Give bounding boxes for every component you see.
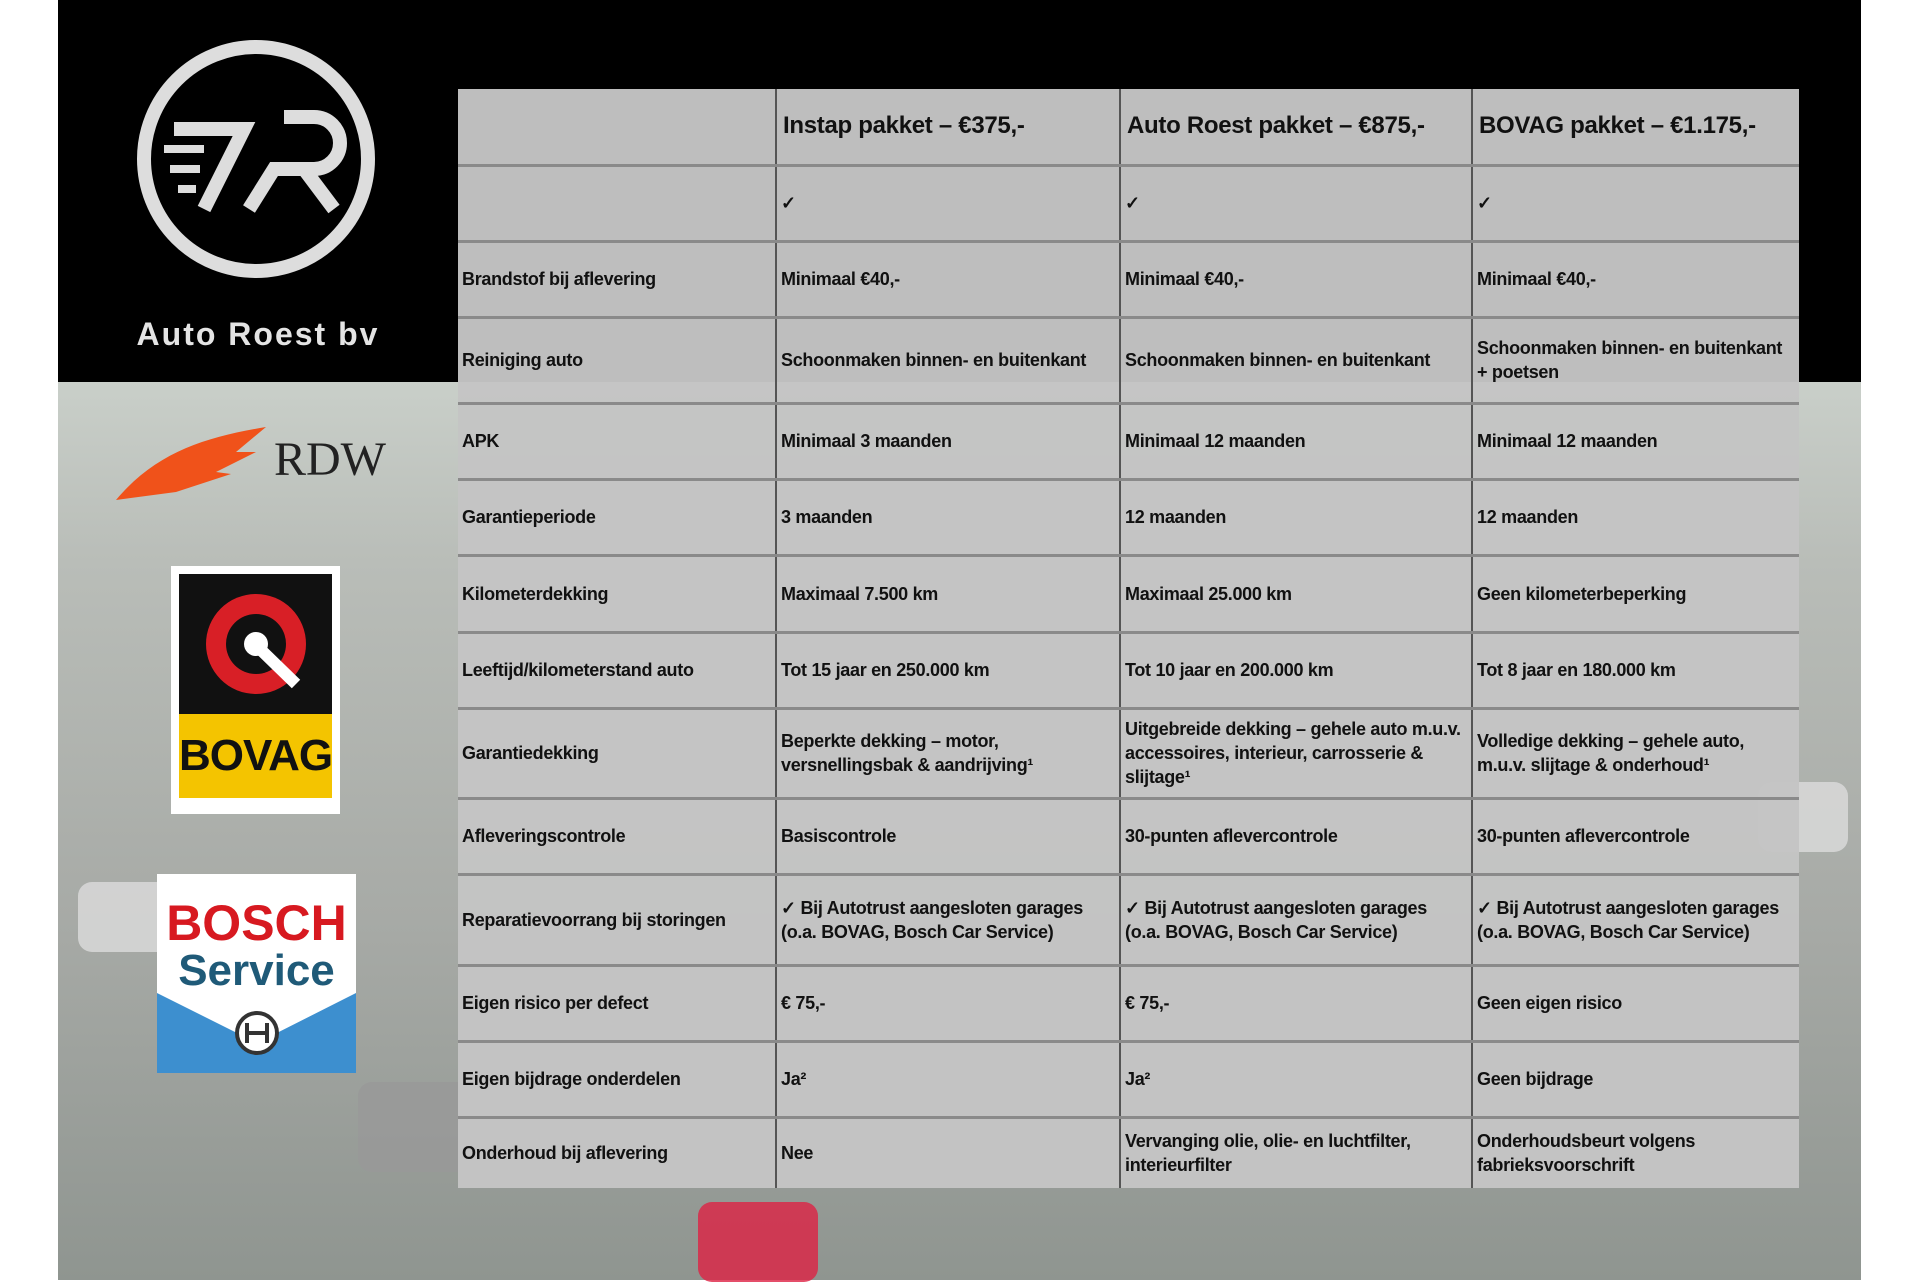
table-row: Brandstof bij aflevering Minimaal €40,- Mi… bbox=[458, 241, 1799, 319]
row-label: Afleveringscontrole bbox=[458, 798, 776, 876]
table-cell: Auto Roest pakket – €875,- bbox=[1119, 89, 1472, 167]
table-cell: Maximaal 25.000 km bbox=[1119, 555, 1472, 634]
table-cell: ✓ Bij Autotrust aangesloten garages (o.a… bbox=[775, 874, 1120, 967]
row-label bbox=[458, 89, 776, 167]
table-row: Afleveringscontrole Basiscontrole 30-punte… bbox=[458, 798, 1799, 876]
table-cell: Schoonmaken binnen- en buitenkant bbox=[775, 317, 1120, 405]
table-row: ✓ ✓ ✓ bbox=[458, 165, 1799, 243]
table-cell: Geen bijdrage bbox=[1471, 1041, 1799, 1119]
table-row: Reiniging auto Schoonmaken binnen- en bui… bbox=[458, 317, 1799, 405]
table-cell: 30-punten aflevercontrole bbox=[1119, 798, 1472, 876]
table-cell: Tot 10 jaar en 200.000 km bbox=[1119, 632, 1472, 710]
table-cell: € 75,- bbox=[1119, 965, 1472, 1043]
bosch-emblem-icon bbox=[157, 993, 356, 1073]
table-cell: 12 maanden bbox=[1119, 479, 1472, 557]
table-cell: Instap pakket – €375,- bbox=[775, 89, 1120, 167]
row-label: APK bbox=[458, 403, 776, 481]
row-label: Reparatievoorrang bij storingen bbox=[458, 874, 776, 967]
row-label: Eigen bijdrage onderdelen bbox=[458, 1041, 776, 1119]
table-cell: Tot 8 jaar en 180.000 km bbox=[1471, 632, 1799, 710]
brand-name: Auto Roest bv bbox=[136, 316, 380, 352]
table-cell: Minimaal 12 maanden bbox=[1119, 403, 1472, 481]
table-cell: 30-punten aflevercontrole bbox=[1471, 798, 1799, 876]
table-cell: Ja² bbox=[775, 1041, 1120, 1119]
bovag-logo: BOVAG bbox=[171, 566, 340, 814]
table-row: Kilometerdekking Maximaal 7.500 km Maximaa… bbox=[458, 555, 1799, 634]
table-cell: ✓ Bij Autotrust aangesloten garages (o.a… bbox=[1119, 874, 1472, 967]
table-cell: Uitgebreide dekking – gehele auto m.u.v.… bbox=[1119, 708, 1472, 800]
table-cell: 3 maanden bbox=[775, 479, 1120, 557]
row-label: Leeftijd/kilometerstand auto bbox=[458, 632, 776, 710]
table-row: APK Minimaal 3 maanden Minimaal 12 maanden… bbox=[458, 403, 1799, 481]
table-cell: Geen eigen risico bbox=[1471, 965, 1799, 1043]
row-label: Garantiedekking bbox=[458, 708, 776, 800]
row-label: Kilometerdekking bbox=[458, 555, 776, 634]
table-cell: Ja² bbox=[1119, 1041, 1472, 1119]
table-cell: Tot 15 jaar en 250.000 km bbox=[775, 632, 1120, 710]
bovag-emblem-icon bbox=[205, 594, 306, 694]
table-row: Garantieperiode 3 maanden 12 maanden 12 maa… bbox=[458, 479, 1799, 557]
table-cell: Onderhoudsbeurt volgens fabrieksvoorschr… bbox=[1471, 1117, 1799, 1188]
table-cell: Minimaal 3 maanden bbox=[775, 403, 1120, 481]
table-cell: Minimaal €40,- bbox=[775, 241, 1120, 319]
row-label: Eigen risico per defect bbox=[458, 965, 776, 1043]
table-cell: ✓ bbox=[775, 165, 1120, 243]
table-row: Onderhoud bij aflevering Nee Vervanging ol… bbox=[458, 1117, 1799, 1188]
table-row: Eigen risico per defect € 75,- € 75,- Geen … bbox=[458, 965, 1799, 1043]
table-cell: 12 maanden bbox=[1471, 479, 1799, 557]
table-row: Reparatievoorrang bij storingen ✓ Bij Aut… bbox=[458, 874, 1799, 967]
table-cell: Beperkte dekking – motor, versnellingsba… bbox=[775, 708, 1120, 800]
row-label: Reiniging auto bbox=[458, 317, 776, 405]
rdw-label: RDW bbox=[274, 433, 386, 486]
row-label: Garantieperiode bbox=[458, 479, 776, 557]
table-cell: ✓ Bij Autotrust aangesloten garages (o.a… bbox=[1471, 874, 1799, 967]
table-cell: ✓ bbox=[1471, 165, 1799, 243]
table-cell: Vervanging olie, olie- en luchtfilter, i… bbox=[1119, 1117, 1472, 1188]
table-row: Garantiedekking Beperkte dekking – motor,… bbox=[458, 708, 1799, 800]
table-cell: Minimaal 12 maanden bbox=[1471, 403, 1799, 481]
table-cell: Volledige dekking – gehele auto, m.u.v. … bbox=[1471, 708, 1799, 800]
rdw-feather-icon bbox=[116, 427, 266, 500]
row-label bbox=[458, 165, 776, 243]
table-cell: Nee bbox=[775, 1117, 1120, 1188]
row-label: Onderhoud bij aflevering bbox=[462, 1143, 668, 1164]
table-header-row: Instap pakket – €375,- Auto Roest pakket … bbox=[458, 89, 1799, 167]
table-row: Leeftijd/kilometerstand auto Tot 15 jaar … bbox=[458, 632, 1799, 710]
table-cell: Minimaal €40,- bbox=[1471, 241, 1799, 319]
table-row: Eigen bijdrage onderdelen Ja² Ja² Geen bijd… bbox=[458, 1041, 1799, 1119]
table-cell: Schoonmaken binnen- en buitenkant bbox=[1119, 317, 1472, 405]
bosch-service-logo: BOSCH Service bbox=[157, 874, 356, 1073]
table-cell: Basiscontrole bbox=[775, 798, 1120, 876]
table-cell: Minimaal €40,- bbox=[1119, 241, 1472, 319]
table-cell: Schoonmaken binnen- en buitenkant + poet… bbox=[1471, 317, 1799, 405]
row-label: Brandstof bij aflevering bbox=[458, 241, 776, 319]
table-cell: BOVAG pakket – €1.175,- bbox=[1471, 89, 1799, 167]
table-cell: ✓ bbox=[1119, 165, 1472, 243]
rdw-logo: RDW bbox=[116, 422, 396, 502]
table-cell: € 75,- bbox=[775, 965, 1120, 1043]
table-cell: Geen kilometerbeperking bbox=[1471, 555, 1799, 634]
auto-roest-logo-icon bbox=[137, 40, 375, 278]
package-comparison-table: Instap pakket – €375,- Auto Roest pakket … bbox=[458, 89, 1799, 1188]
table-cell: Maximaal 7.500 km bbox=[775, 555, 1120, 634]
